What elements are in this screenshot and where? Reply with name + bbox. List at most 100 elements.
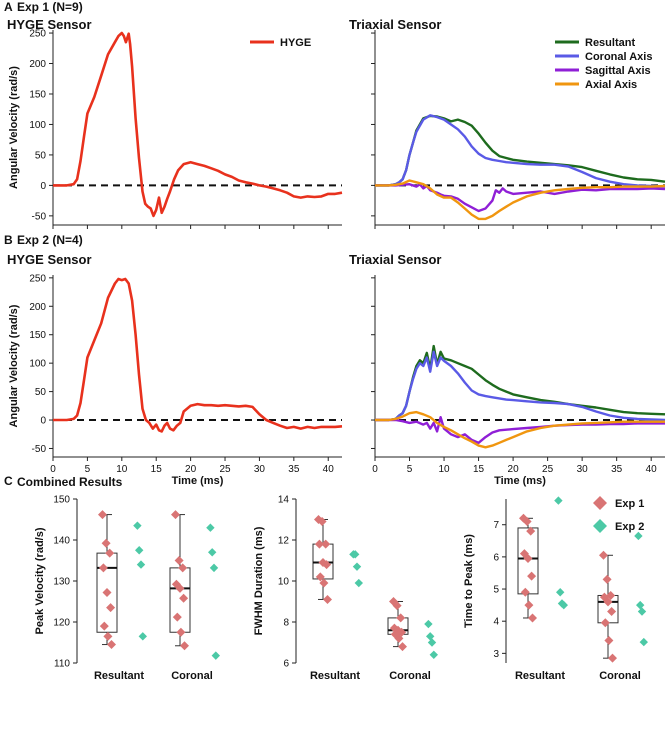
time-to-peak-exp1-point (608, 653, 617, 663)
section-c-letter: C (4, 474, 13, 488)
fwhm-duration-ytick-label: 10 (278, 577, 290, 588)
exp1-hyge-title: HYGE Sensor (7, 17, 92, 32)
peak-velocity-ytick-label: 130 (53, 577, 70, 588)
peak-velocity-exp2-point (136, 560, 146, 569)
peak-velocity-exp1-point (171, 510, 180, 520)
exp2-hyge-xtick-label: 5 (85, 464, 91, 475)
exp1-hyge-ytick-label: 0 (40, 181, 46, 192)
exp2-triaxial-xtick-label: 30 (577, 464, 589, 475)
time-to-peak-exp1-point (527, 571, 537, 581)
section-b-letter: B (4, 233, 13, 247)
peak-velocity-exp1-point (98, 510, 107, 520)
peak-velocity-ytick-label: 120 (53, 618, 70, 629)
peak-velocity-exp2-point (135, 546, 144, 555)
fwhm-duration-exp2-point (427, 638, 437, 647)
peak-velocity-exp1-point (102, 587, 112, 597)
exp2-triaxial-xtick-label: 20 (508, 464, 520, 475)
time-to-peak-exp2-point (559, 600, 568, 610)
peak-velocity-exp1-point (99, 621, 109, 631)
exp2-hyge-xtick-label: 30 (254, 464, 266, 475)
exp2-triaxial-xlabel: Time (ms) (494, 475, 546, 487)
exp2-hyge-ytick-label: 100 (29, 359, 46, 370)
peak-velocity-exp1-point (101, 538, 111, 548)
fwhm-duration-exp2-point (429, 650, 438, 659)
fwhm-duration-plot: 6 8 10 12 14 FWHM Duration (ms) Resultant Coron… (253, 495, 438, 682)
exp1-triaxial-title: Triaxial Sensor (349, 17, 442, 32)
exp2-hyge-ylabel: Angular Velocity (rad/s) (8, 304, 20, 427)
peak-velocity-ytick-label: 110 (54, 659, 70, 670)
exp1-hyge-ytick-label: 100 (29, 120, 46, 131)
fwhm-duration-category-label: Coronal (389, 670, 431, 682)
peak-velocity-exp1-point (105, 548, 115, 558)
peak-velocity-exp2-point (133, 521, 142, 530)
peak-velocity-box (169, 567, 191, 633)
time-to-peak-exp1-point (523, 553, 533, 563)
peak-velocity-exp1-point (176, 627, 186, 637)
time-to-peak-exp2-point (637, 607, 647, 616)
exp2-hyge-xtick-label: 15 (151, 464, 163, 475)
time-to-peak-exp2-point (639, 637, 648, 647)
time-to-peak-exp1-point (520, 587, 530, 597)
exp2-triaxial-series-axial-axis (375, 410, 665, 449)
fwhm-duration-exp1-point (314, 539, 324, 549)
time-to-peak-legend-marker (593, 496, 607, 510)
exp2-triaxial-xtick-label: 10 (438, 464, 450, 475)
time-to-peak-ytick-label: 4 (493, 617, 499, 628)
exp2-hyge-ytick-label: 50 (35, 387, 47, 398)
fwhm-duration-ytick-label: 8 (283, 618, 289, 629)
fwhm-duration-exp1-point (392, 601, 402, 611)
peak-velocity-exp2-point (211, 651, 220, 660)
exp1-hyge-plot: HYGE Sensor -50 0 50 100 150 200 250 Angular Vel… (7, 17, 343, 229)
fwhm-duration-ytick-label: 14 (278, 495, 290, 506)
peak-velocity-exp1-point (172, 612, 182, 622)
time-to-peak-exp2-point (636, 600, 645, 610)
exp1-triaxial-series-axial-axis (375, 179, 666, 221)
fwhm-duration-exp1-point (394, 633, 404, 643)
peak-velocity-exp2-point (206, 523, 215, 532)
fwhm-duration-exp1-point (315, 572, 325, 582)
exp2-hyge-xtick-label: 35 (288, 464, 300, 475)
fwhm-duration-exp2-point (354, 578, 363, 588)
time-to-peak-exp1-point (603, 597, 613, 607)
time-to-peak-ytick-label: 6 (493, 552, 499, 563)
time-to-peak-ylabel: Time to Peak (ms) (463, 534, 475, 628)
exp2-hyge-ytick-label: 150 (29, 330, 46, 341)
exp2-hyge-ytick-label: 0 (40, 416, 46, 427)
exp1-hyge-ytick-label: 200 (29, 59, 46, 70)
time-to-peak-exp1-point (526, 526, 536, 536)
peak-velocity-ytick-label: 140 (53, 536, 70, 547)
time-to-peak-exp1-point (600, 618, 610, 628)
time-to-peak-legend-marker (593, 519, 607, 533)
time-to-peak-category-label: Coronal (599, 670, 641, 682)
peak-velocity-exp1-point (179, 593, 189, 603)
exp2-hyge-xtick-label: 25 (219, 464, 231, 475)
time-to-peak-ytick-label: 7 (493, 520, 499, 531)
exp1-hyge-ylabel: Angular Velocity (rad/s) (8, 66, 20, 189)
exp2-triaxial-xtick-label: 5 (407, 464, 413, 475)
fwhm-duration-ytick-label: 6 (283, 659, 289, 670)
time-to-peak-exp2-point (556, 588, 565, 597)
fwhm-duration-exp1-point (398, 642, 407, 652)
time-to-peak-exp1-point (602, 574, 612, 584)
fwhm-duration-exp1-point (317, 517, 327, 527)
peak-velocity-exp1-point (178, 563, 188, 573)
time-to-peak-exp1-point (604, 635, 614, 645)
peak-velocity-ylabel: Peak Velocity (rad/s) (34, 527, 46, 634)
time-to-peak-exp2-point (634, 531, 643, 541)
exp2-triaxial-title: Triaxial Sensor (349, 252, 442, 267)
exp2-triaxial-xtick-label: 40 (646, 464, 658, 475)
exp1-triaxial-legend-label: Sagittal Axis (585, 65, 651, 77)
section-c-title: Combined Results (17, 475, 123, 489)
peak-velocity-exp2-point (208, 548, 217, 557)
exp2-hyge-xtick-label: 0 (50, 464, 56, 475)
exp2-triaxial-xtick-label: 25 (542, 464, 554, 475)
exp2-hyge-title: HYGE Sensor (7, 252, 92, 267)
peak-velocity-category-label: Coronal (171, 670, 213, 682)
exp2-hyge-xtick-label: 20 (185, 464, 197, 475)
peak-velocity-exp2-point (209, 563, 219, 573)
peak-velocity-exp1-point (98, 563, 108, 573)
time-to-peak-exp1-point (606, 590, 616, 600)
time-to-peak-ytick-label: 3 (493, 649, 499, 660)
exp2-hyge-series-hyge (53, 277, 343, 433)
